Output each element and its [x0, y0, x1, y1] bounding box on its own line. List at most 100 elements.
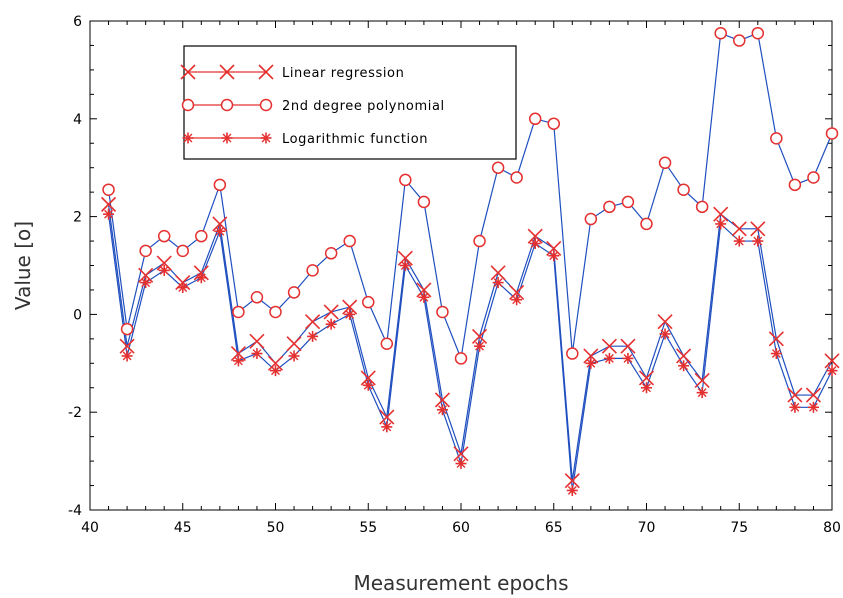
data-point [805, 387, 822, 403]
data-point [157, 229, 171, 243]
data-point [436, 305, 449, 319]
data-point [491, 161, 505, 174]
data-point [288, 350, 300, 362]
data-point [416, 282, 432, 298]
legend-marker [181, 98, 195, 112]
data-point [474, 340, 486, 352]
markers-2nd-degree-polynomial [102, 26, 839, 365]
data-point [750, 221, 766, 237]
data-point [768, 331, 784, 347]
markers-logarithmic-function [103, 208, 838, 496]
series-line [107, 214, 833, 491]
data-point [324, 247, 338, 260]
y-tick-label: 0 [73, 307, 82, 323]
data-point [121, 350, 133, 362]
data-point [733, 34, 746, 47]
data-point [379, 409, 395, 425]
data-point [770, 348, 782, 360]
legend-item: Linear regression [180, 64, 404, 81]
data-point [678, 360, 690, 372]
data-point [305, 314, 321, 330]
data-point [103, 208, 115, 220]
x-tick-label: 50 [267, 520, 285, 536]
x-tick-label: 65 [545, 520, 563, 536]
data-point [566, 484, 578, 496]
legend-marker [219, 64, 235, 80]
legend-label: Linear regression [282, 66, 404, 81]
data-point [807, 401, 819, 413]
data-point [620, 338, 636, 354]
data-point [156, 255, 172, 271]
data-point [399, 173, 412, 187]
data-point [249, 333, 265, 349]
data-point [251, 348, 263, 360]
data-point [640, 217, 653, 231]
x-tick-label: 60 [452, 520, 470, 536]
x-tick-label: 80 [823, 520, 841, 536]
data-point [733, 235, 745, 247]
data-point [807, 171, 820, 184]
series-logarithmic-function [107, 214, 833, 491]
data-point [527, 228, 543, 244]
data-point [325, 318, 337, 330]
data-point [269, 305, 282, 319]
data-point [213, 178, 227, 192]
data-point [585, 357, 597, 369]
data-point [397, 250, 413, 266]
data-point [434, 392, 451, 408]
data-point [176, 244, 189, 258]
legend-item: Logarithmic function [182, 132, 428, 147]
series-linear-regression [107, 204, 833, 481]
data-point [342, 299, 358, 315]
x-tick-label: 45 [174, 520, 192, 536]
legend: Linear regression 2nd degree polynomial Lo… [180, 45, 517, 160]
x-tick-label: 40 [81, 520, 99, 536]
y-axis-title: Value [o] [11, 221, 35, 310]
y-tick-label: -2 [68, 405, 82, 421]
data-point [362, 295, 375, 309]
data-point [344, 308, 356, 320]
data-point [195, 272, 207, 284]
legend-marker [180, 64, 196, 80]
legend-label: Logarithmic function [282, 132, 428, 147]
data-point [715, 218, 727, 230]
data-point [787, 387, 803, 403]
data-point [676, 348, 692, 364]
data-point [214, 225, 226, 237]
data-point [453, 446, 469, 462]
data-point [343, 234, 356, 248]
data-point [657, 314, 673, 330]
series-2nd-degree-polynomial [107, 32, 833, 361]
x-tick-label: 55 [359, 520, 377, 536]
data-point [528, 112, 542, 126]
data-point [436, 404, 448, 416]
data-point [380, 337, 394, 350]
data-point [564, 473, 580, 489]
data-point [307, 330, 319, 342]
data-point [826, 365, 838, 377]
data-point [381, 421, 393, 433]
legend-box [183, 45, 517, 160]
data-point [287, 286, 301, 299]
series-line [107, 32, 833, 361]
data-point [140, 277, 152, 289]
data-point [230, 345, 246, 362]
data-point [695, 200, 709, 214]
series-line [107, 204, 833, 481]
legend-marker [260, 132, 272, 144]
data-point [250, 291, 264, 304]
data-point [825, 127, 839, 140]
x-tick-label: 70 [638, 520, 656, 536]
data-point [100, 196, 117, 212]
data-point [158, 264, 170, 276]
data-point [752, 235, 764, 247]
data-point [566, 347, 579, 360]
y-tick-label: 4 [73, 112, 82, 128]
data-point [492, 277, 504, 289]
legend-marker [258, 64, 274, 80]
data-point [232, 355, 244, 367]
data-point [694, 372, 710, 388]
axes: 40 45 50 55 60 65 70 75 80 -4 -2 0 2 4 6 [68, 14, 841, 536]
data-point [677, 183, 690, 196]
